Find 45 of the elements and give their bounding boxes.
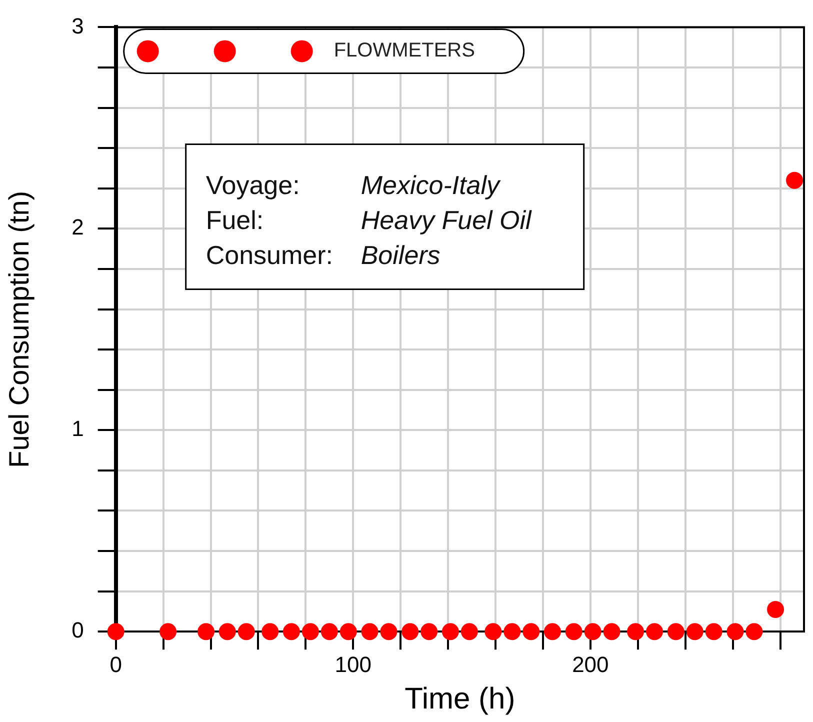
point (484, 623, 502, 640)
point (282, 623, 300, 640)
text: Fuel: Heavy Fuel Oil (206, 205, 532, 236)
point (107, 623, 124, 640)
point (646, 623, 663, 640)
point (584, 623, 602, 640)
point (565, 623, 582, 640)
text: Voyage: Mexico-Italy (206, 170, 500, 200)
point (544, 623, 561, 640)
x-tick-label: 200 (572, 652, 609, 677)
point (262, 623, 279, 640)
point (402, 623, 419, 640)
x-axis-title: Time (h) (404, 682, 516, 716)
point (302, 623, 319, 640)
x-tick-label: 100 (334, 652, 372, 677)
point (238, 623, 255, 640)
point (746, 623, 763, 640)
point (340, 623, 357, 640)
point (504, 623, 521, 640)
point (420, 623, 438, 640)
point (603, 623, 620, 640)
point (460, 623, 478, 640)
point (667, 623, 684, 640)
point (380, 623, 398, 640)
y-tick-label: 2 (72, 214, 84, 240)
y-tick-label: 0 (72, 618, 84, 643)
point (361, 623, 378, 640)
point (767, 600, 784, 618)
point (218, 623, 236, 640)
point (442, 623, 459, 640)
y-tick-label: 1 (72, 416, 84, 442)
point (198, 623, 215, 640)
annotation: Consumer: Boilers (206, 240, 440, 270)
y-axis-title: Fuel Consumption (tn) (4, 190, 35, 468)
point (522, 623, 540, 640)
point (686, 623, 704, 640)
point (320, 623, 338, 640)
point (627, 623, 644, 640)
point (786, 172, 804, 189)
legend-label: FLOWMETERS (334, 40, 475, 62)
x-tick-label: 0 (110, 652, 122, 677)
point (705, 623, 722, 640)
point (160, 623, 177, 640)
y-tick-label: 3 (72, 13, 84, 38)
point (726, 623, 744, 640)
